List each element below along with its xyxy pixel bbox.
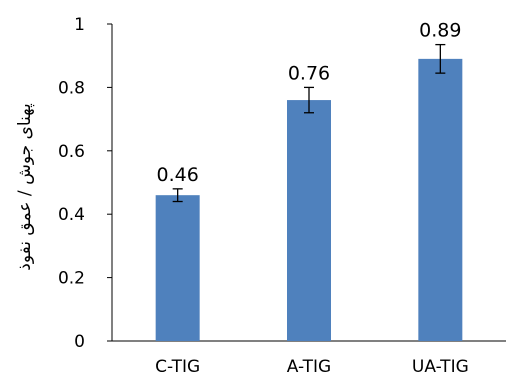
y-tick-label: 0.4: [58, 205, 85, 225]
x-tick-label: A-TIG: [287, 357, 331, 377]
bar: [418, 58, 463, 342]
y-axis-label: پهنای جوش / عمق نفوذ: [15, 103, 35, 271]
y-tick-label: 1: [74, 15, 85, 35]
bar: [287, 100, 331, 341]
y-tick-label: 0.6: [58, 142, 85, 162]
y-tick-label: 0: [74, 332, 85, 352]
y-tick-label: 0.2: [58, 269, 85, 289]
data-label: 0.89: [419, 20, 461, 42]
bar: [155, 195, 200, 341]
y-tick-label: 0.8: [58, 78, 85, 98]
x-tick-label: C-TIG: [155, 357, 200, 377]
data-label: 0.46: [157, 164, 199, 186]
x-tick-label: UA-TIG: [412, 357, 469, 377]
data-label: 0.76: [288, 62, 330, 84]
